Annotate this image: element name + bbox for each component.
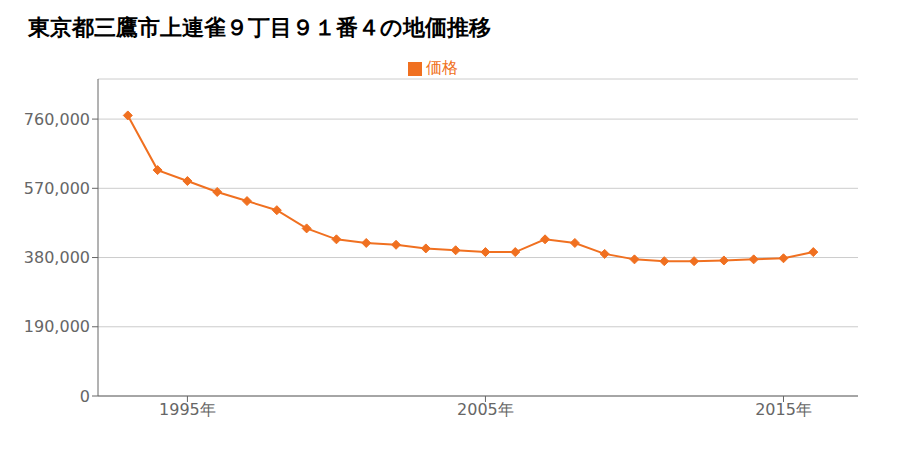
svg-text:0: 0 xyxy=(80,387,90,406)
svg-text:380,000: 380,000 xyxy=(24,248,90,267)
html-text:価格: 価格 xyxy=(426,58,458,77)
html-text:東京都三鷹市上連雀９丁目９１番４の地価推移: 東京都三鷹市上連雀９丁目９１番４の地価推移 xyxy=(28,15,491,40)
svg-text:1995年: 1995年 xyxy=(159,400,216,419)
svg-text:190,000: 190,000 xyxy=(24,317,90,336)
svg-text:2015年: 2015年 xyxy=(755,400,812,419)
svg-text:760,000: 760,000 xyxy=(24,110,90,129)
svg-text:2005年: 2005年 xyxy=(457,400,514,419)
svg-text:570,000: 570,000 xyxy=(24,179,90,198)
